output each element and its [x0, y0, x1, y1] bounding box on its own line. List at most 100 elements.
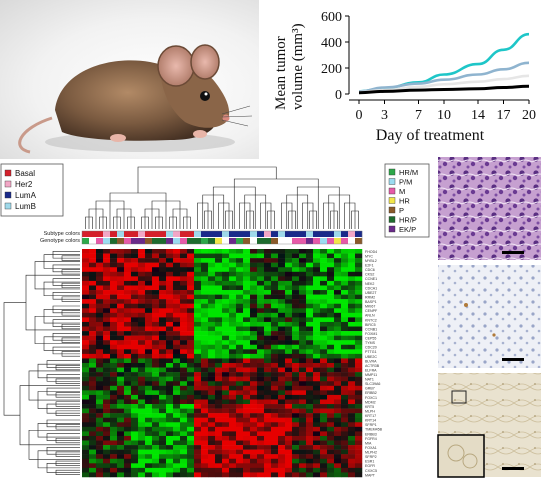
- heatmap-cell: [131, 394, 139, 400]
- heatmap-cell: [124, 381, 132, 387]
- heatmap-cell: [236, 299, 244, 304]
- heatmap-cell: [236, 399, 244, 405]
- heatmap-cell: [208, 331, 216, 336]
- heatmap-cell: [124, 385, 132, 391]
- heatmap-cell: [145, 285, 153, 291]
- heatmap-cell: [159, 458, 167, 464]
- subtype-color-cell: [82, 231, 90, 237]
- heatmap-cell: [124, 276, 132, 282]
- heatmap-cell: [271, 280, 279, 286]
- heatmap-cell: [250, 394, 258, 400]
- heatmap-cell: [229, 431, 237, 437]
- heatmap-cell: [320, 331, 328, 336]
- heatmap-cell: [82, 253, 90, 259]
- heatmap-cell: [215, 317, 223, 323]
- heatmap-cell: [278, 262, 286, 268]
- heatmap-cell: [278, 413, 286, 418]
- heatmap-cell: [96, 308, 104, 314]
- heatmap-cell: [89, 454, 97, 460]
- heatmap-cell: [110, 413, 118, 418]
- heatmap-cell: [138, 349, 146, 355]
- heatmap-cell: [159, 321, 167, 327]
- heatmap-cell: [103, 385, 111, 391]
- heatmap-cell: [110, 458, 118, 464]
- heatmap-cell: [96, 472, 104, 478]
- heatmap-cell: [187, 363, 195, 368]
- heatmap-cell: [236, 440, 244, 446]
- heatmap-cell: [278, 417, 286, 423]
- heatmap-cell: [138, 394, 146, 400]
- heatmap-cell: [110, 262, 118, 268]
- heatmap-cell: [264, 372, 272, 377]
- heatmap-cell: [355, 344, 363, 350]
- heatmap-cell: [173, 267, 181, 273]
- heatmap-cell: [299, 358, 307, 364]
- heatmap-cell: [334, 308, 342, 314]
- heatmap-cell: [215, 276, 223, 282]
- heatmap-cell: [159, 294, 167, 300]
- heatmap-cell: [313, 385, 321, 391]
- heatmap-cell: [334, 426, 342, 432]
- gene-label: CCNE1: [365, 277, 377, 281]
- heatmap-cell: [250, 285, 258, 291]
- heatmap-cell: [173, 363, 181, 368]
- heatmap-cell: [159, 422, 167, 428]
- heatmap-cell: [159, 267, 167, 273]
- heatmap-cell: [96, 280, 104, 286]
- heatmap-cell: [264, 280, 272, 286]
- heatmap-cell: [299, 435, 307, 441]
- heatmap-cell: [194, 454, 202, 460]
- heatmap-cell: [215, 363, 223, 368]
- heatmap-cell: [110, 321, 118, 327]
- heatmap-cell: [194, 267, 202, 273]
- subtype-legend-label: LumB: [15, 202, 36, 211]
- heatmap-cell: [173, 358, 181, 364]
- heatmap-cell: [180, 335, 188, 341]
- heatmap-cell: [215, 280, 223, 286]
- heatmap-cell: [341, 294, 349, 300]
- heatmap-cell: [152, 262, 160, 268]
- heatmap-cell: [292, 294, 300, 300]
- heatmap-cell: [194, 340, 202, 346]
- heatmap-cell: [103, 312, 111, 318]
- heatmap-cell: [243, 331, 251, 336]
- heatmap-cell: [194, 253, 202, 259]
- heatmap-cell: [131, 417, 139, 423]
- heatmap-cell: [313, 321, 321, 327]
- heatmap-cell: [285, 463, 293, 469]
- heatmap-cell: [278, 404, 286, 409]
- heatmap-cell: [89, 381, 97, 387]
- heatmap-cell: [180, 258, 188, 263]
- subtype-color-cell: [306, 231, 314, 237]
- heatmap-cell: [271, 408, 279, 414]
- heatmap-cell: [292, 276, 300, 282]
- heatmap-cell: [201, 326, 209, 332]
- heatmap-cell: [236, 422, 244, 428]
- heatmap-cell: [187, 294, 195, 300]
- heatmap-cell: [306, 417, 314, 423]
- heatmap-cell: [257, 467, 265, 473]
- heatmap-cell: [292, 463, 300, 469]
- heatmap-cell: [124, 413, 132, 418]
- heatmap-cell: [355, 390, 363, 396]
- heatmap-cell: [250, 426, 258, 432]
- heatmap-cell: [236, 312, 244, 318]
- heatmap-cell: [180, 431, 188, 437]
- heatmap-cell: [152, 404, 160, 409]
- heatmap-cell: [89, 358, 97, 364]
- heatmap-cell: [334, 390, 342, 396]
- heatmap-cell: [124, 435, 132, 441]
- gene-label: CCNB1: [365, 327, 377, 331]
- x-tick-label: 0: [356, 108, 363, 123]
- heatmap-cell: [138, 294, 146, 300]
- heatmap-cell: [124, 426, 132, 432]
- heatmap-cell: [173, 353, 181, 359]
- heatmap-cell: [173, 458, 181, 464]
- heatmap-cell: [257, 445, 265, 450]
- heatmap-cell: [243, 290, 251, 295]
- heatmap-cell: [250, 271, 258, 277]
- heatmap-cell: [208, 340, 216, 346]
- heatmap-cell: [124, 394, 132, 400]
- heatmap-cell: [96, 303, 104, 309]
- heatmap-cell: [145, 249, 153, 254]
